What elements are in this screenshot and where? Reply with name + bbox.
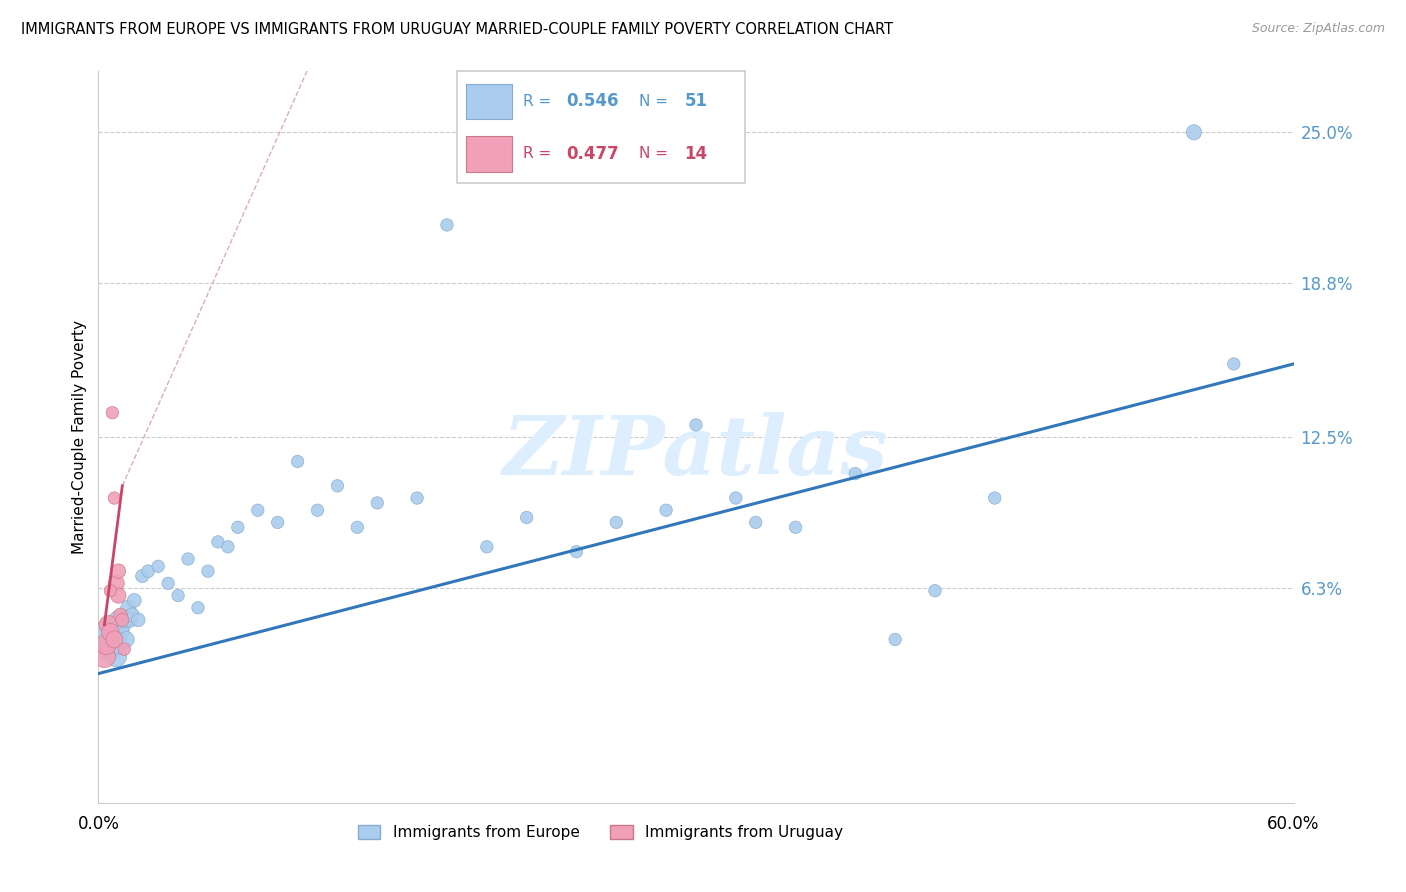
Text: IMMIGRANTS FROM EUROPE VS IMMIGRANTS FROM URUGUAY MARRIED-COUPLE FAMILY POVERTY : IMMIGRANTS FROM EUROPE VS IMMIGRANTS FRO… (21, 22, 893, 37)
Text: Source: ZipAtlas.com: Source: ZipAtlas.com (1251, 22, 1385, 36)
Point (267, 516, 290, 530)
Point (924, 583, 946, 598)
Text: 0.546: 0.546 (567, 93, 619, 111)
Point (724, 491, 747, 505)
Point (107, 564, 129, 578)
Point (246, 503, 269, 517)
Text: 0.477: 0.477 (567, 145, 619, 163)
Point (167, 589, 190, 603)
Point (326, 479, 349, 493)
Point (98, 625, 122, 640)
Point (187, 600, 209, 615)
Point (111, 613, 134, 627)
Point (844, 467, 866, 481)
Point (1182, 125, 1205, 139)
Text: ZIPatlas: ZIPatlas (503, 412, 889, 491)
Point (207, 535, 229, 549)
Point (346, 520, 368, 534)
Point (110, 608, 132, 623)
Point (287, 454, 309, 468)
Point (475, 540, 498, 554)
Point (217, 540, 239, 554)
Point (307, 503, 329, 517)
Point (127, 613, 149, 627)
Point (685, 417, 707, 432)
Point (112, 613, 135, 627)
Point (112, 642, 135, 657)
Text: N =: N = (638, 94, 672, 109)
Point (605, 516, 627, 530)
FancyBboxPatch shape (457, 71, 745, 183)
Point (103, 632, 125, 647)
Text: R =: R = (523, 94, 557, 109)
Point (107, 637, 129, 651)
Text: 14: 14 (685, 145, 707, 163)
Point (107, 613, 129, 627)
Point (103, 491, 125, 505)
Point (197, 564, 219, 578)
Point (177, 552, 200, 566)
Point (131, 569, 153, 583)
Legend: Immigrants from Europe, Immigrants from Uruguay: Immigrants from Europe, Immigrants from … (352, 819, 849, 847)
Point (115, 632, 138, 647)
Point (97, 625, 120, 640)
Point (124, 593, 146, 607)
Point (103, 632, 125, 647)
Point (157, 576, 180, 591)
Point (93, 649, 115, 664)
Point (745, 516, 768, 530)
Point (98, 642, 122, 657)
Point (565, 544, 588, 558)
Point (785, 520, 807, 534)
Point (226, 520, 249, 534)
Point (98, 583, 122, 598)
Point (655, 503, 678, 517)
Bar (465, 136, 512, 171)
Point (884, 632, 907, 647)
Point (97, 617, 120, 632)
Point (111, 617, 134, 632)
Text: 51: 51 (685, 93, 707, 111)
Point (101, 637, 124, 651)
Point (110, 625, 132, 640)
Point (984, 491, 1007, 505)
Point (516, 510, 538, 524)
Point (105, 649, 128, 664)
Point (96, 637, 118, 651)
Point (105, 576, 128, 591)
Point (117, 600, 139, 615)
Point (120, 613, 142, 627)
Text: R =: R = (523, 146, 557, 161)
Point (121, 608, 143, 623)
Point (406, 491, 429, 505)
Point (366, 496, 388, 510)
Y-axis label: Married-Couple Family Poverty: Married-Couple Family Poverty (72, 320, 87, 554)
Text: N =: N = (638, 146, 672, 161)
Bar (465, 84, 512, 120)
Point (136, 564, 159, 578)
Point (107, 589, 129, 603)
Point (436, 218, 458, 232)
Point (148, 559, 170, 574)
Point (1223, 357, 1246, 371)
Point (101, 406, 124, 420)
